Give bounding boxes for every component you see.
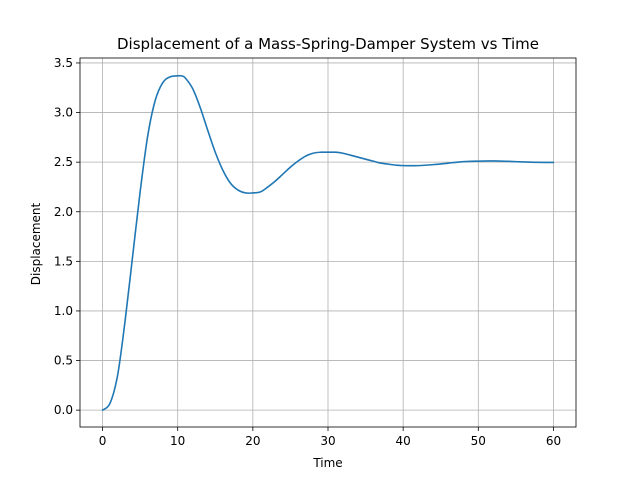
y-tick-label: 1.5 [54, 254, 73, 268]
x-tick-label: 50 [471, 434, 486, 448]
x-tick-label: 0 [99, 434, 107, 448]
displacement-series-line [101, 74, 555, 411]
x-tick-label: 40 [396, 434, 411, 448]
grid-lines [80, 58, 576, 427]
y-tick-label: 3.0 [54, 106, 73, 120]
series-layer [101, 74, 555, 411]
y-axis-label: Displacement [29, 202, 43, 285]
y-tick-label: 2.5 [54, 155, 73, 169]
y-tick-label: 2.0 [54, 205, 73, 219]
x-tick-label: 60 [546, 434, 561, 448]
x-axis-label: Time [312, 456, 342, 470]
y-tick-label: 0.0 [54, 403, 73, 417]
x-tick-label: 10 [170, 434, 185, 448]
x-tick-label: 20 [245, 434, 260, 448]
y-tick-label: 1.0 [54, 304, 73, 318]
chart-title: Displacement of a Mass-Spring-Damper Sys… [117, 35, 539, 53]
y-tick-label: 3.5 [54, 56, 73, 70]
axis-ticks: 0 10 20 30 40 50 60 0.0 0.5 1.0 1.5 2.0 2.5 3.0 3.5 [54, 56, 561, 448]
x-tick-label: 30 [320, 434, 335, 448]
y-tick-label: 0.5 [54, 354, 73, 368]
